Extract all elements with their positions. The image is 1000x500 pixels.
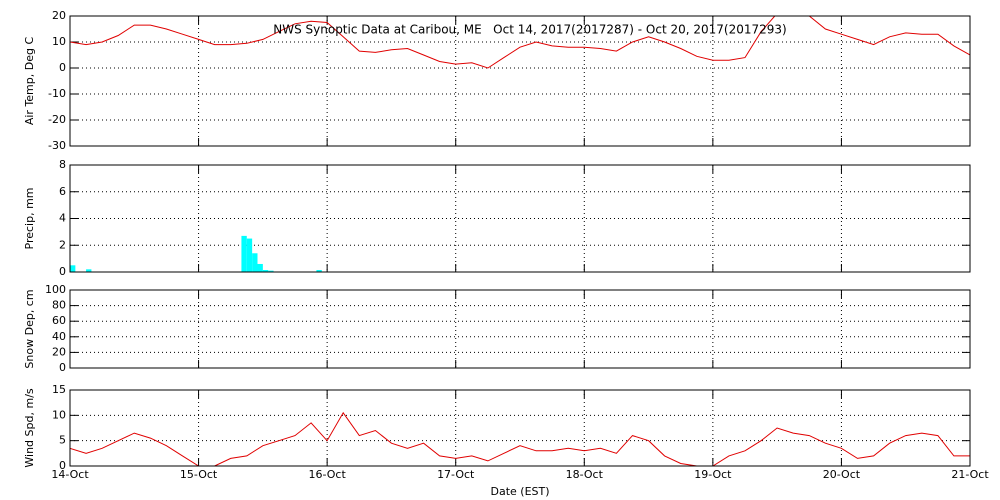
- y-axis-label: Wind Spd, m/s: [23, 388, 36, 468]
- bar: [86, 269, 92, 272]
- y-tick-label: -10: [48, 87, 66, 100]
- y-tick-label: 15: [52, 383, 66, 396]
- y-tick-label: 20: [52, 345, 66, 358]
- plot-area: [70, 16, 970, 69]
- y-tick-label: 5: [59, 434, 66, 447]
- x-tick-label: 16-Oct: [308, 468, 346, 481]
- bar: [246, 238, 253, 272]
- frame: [69, 389, 971, 467]
- x-tick-label: 21-Oct: [951, 468, 989, 481]
- bar: [268, 270, 274, 272]
- chart-title: NWS Synoptic Data at Caribou, ME Oct 14,…: [273, 23, 787, 37]
- y-tick-label: 0: [59, 459, 66, 472]
- x-tick-label: 14-Oct: [51, 468, 89, 481]
- plot-area: [70, 235, 322, 272]
- data-line: [70, 16, 970, 69]
- y-tick-label: 6: [59, 185, 66, 198]
- data-line: [70, 411, 970, 466]
- x-axis-label: Date (EST): [490, 485, 549, 498]
- y-tick-label: -20: [48, 113, 66, 126]
- bar: [252, 253, 258, 272]
- y-tick-label: 0: [59, 61, 66, 74]
- x-tick-label: 20-Oct: [823, 468, 861, 481]
- y-tick-label: 10: [52, 35, 66, 48]
- x-tick-label: 17-Oct: [437, 468, 475, 481]
- y-tick-label: 20: [52, 9, 66, 22]
- bar: [262, 269, 269, 272]
- y-tick-label: 40: [52, 330, 66, 343]
- y-tick-label: 100: [45, 283, 66, 296]
- bar: [70, 265, 76, 272]
- y-axis-label: Precip, mm: [23, 188, 36, 250]
- y-tick-label: 80: [52, 299, 66, 312]
- frame: [69, 164, 971, 273]
- frame: [69, 15, 971, 147]
- y-tick-label: 60: [52, 314, 66, 327]
- y-tick-label: 10: [52, 408, 66, 421]
- y-axis-label: Air Temp, Deg C: [23, 37, 36, 126]
- bar: [241, 235, 247, 272]
- y-tick-label: 0: [59, 361, 66, 374]
- y-tick-label: 2: [59, 238, 66, 251]
- x-tick-label: 19-Oct: [694, 468, 732, 481]
- bar: [316, 269, 322, 272]
- x-tick-label: 15-Oct: [180, 468, 218, 481]
- y-tick-label: 4: [59, 212, 66, 225]
- y-tick-label: 0: [59, 265, 66, 278]
- x-tick-label: 18-Oct: [566, 468, 604, 481]
- y-tick-label: -30: [48, 139, 66, 152]
- y-tick-label: 8: [59, 158, 66, 171]
- frame: [69, 289, 971, 369]
- y-axis-label: Snow Dep, cm: [23, 289, 36, 368]
- plot-area: [70, 411, 970, 466]
- bar: [257, 263, 263, 272]
